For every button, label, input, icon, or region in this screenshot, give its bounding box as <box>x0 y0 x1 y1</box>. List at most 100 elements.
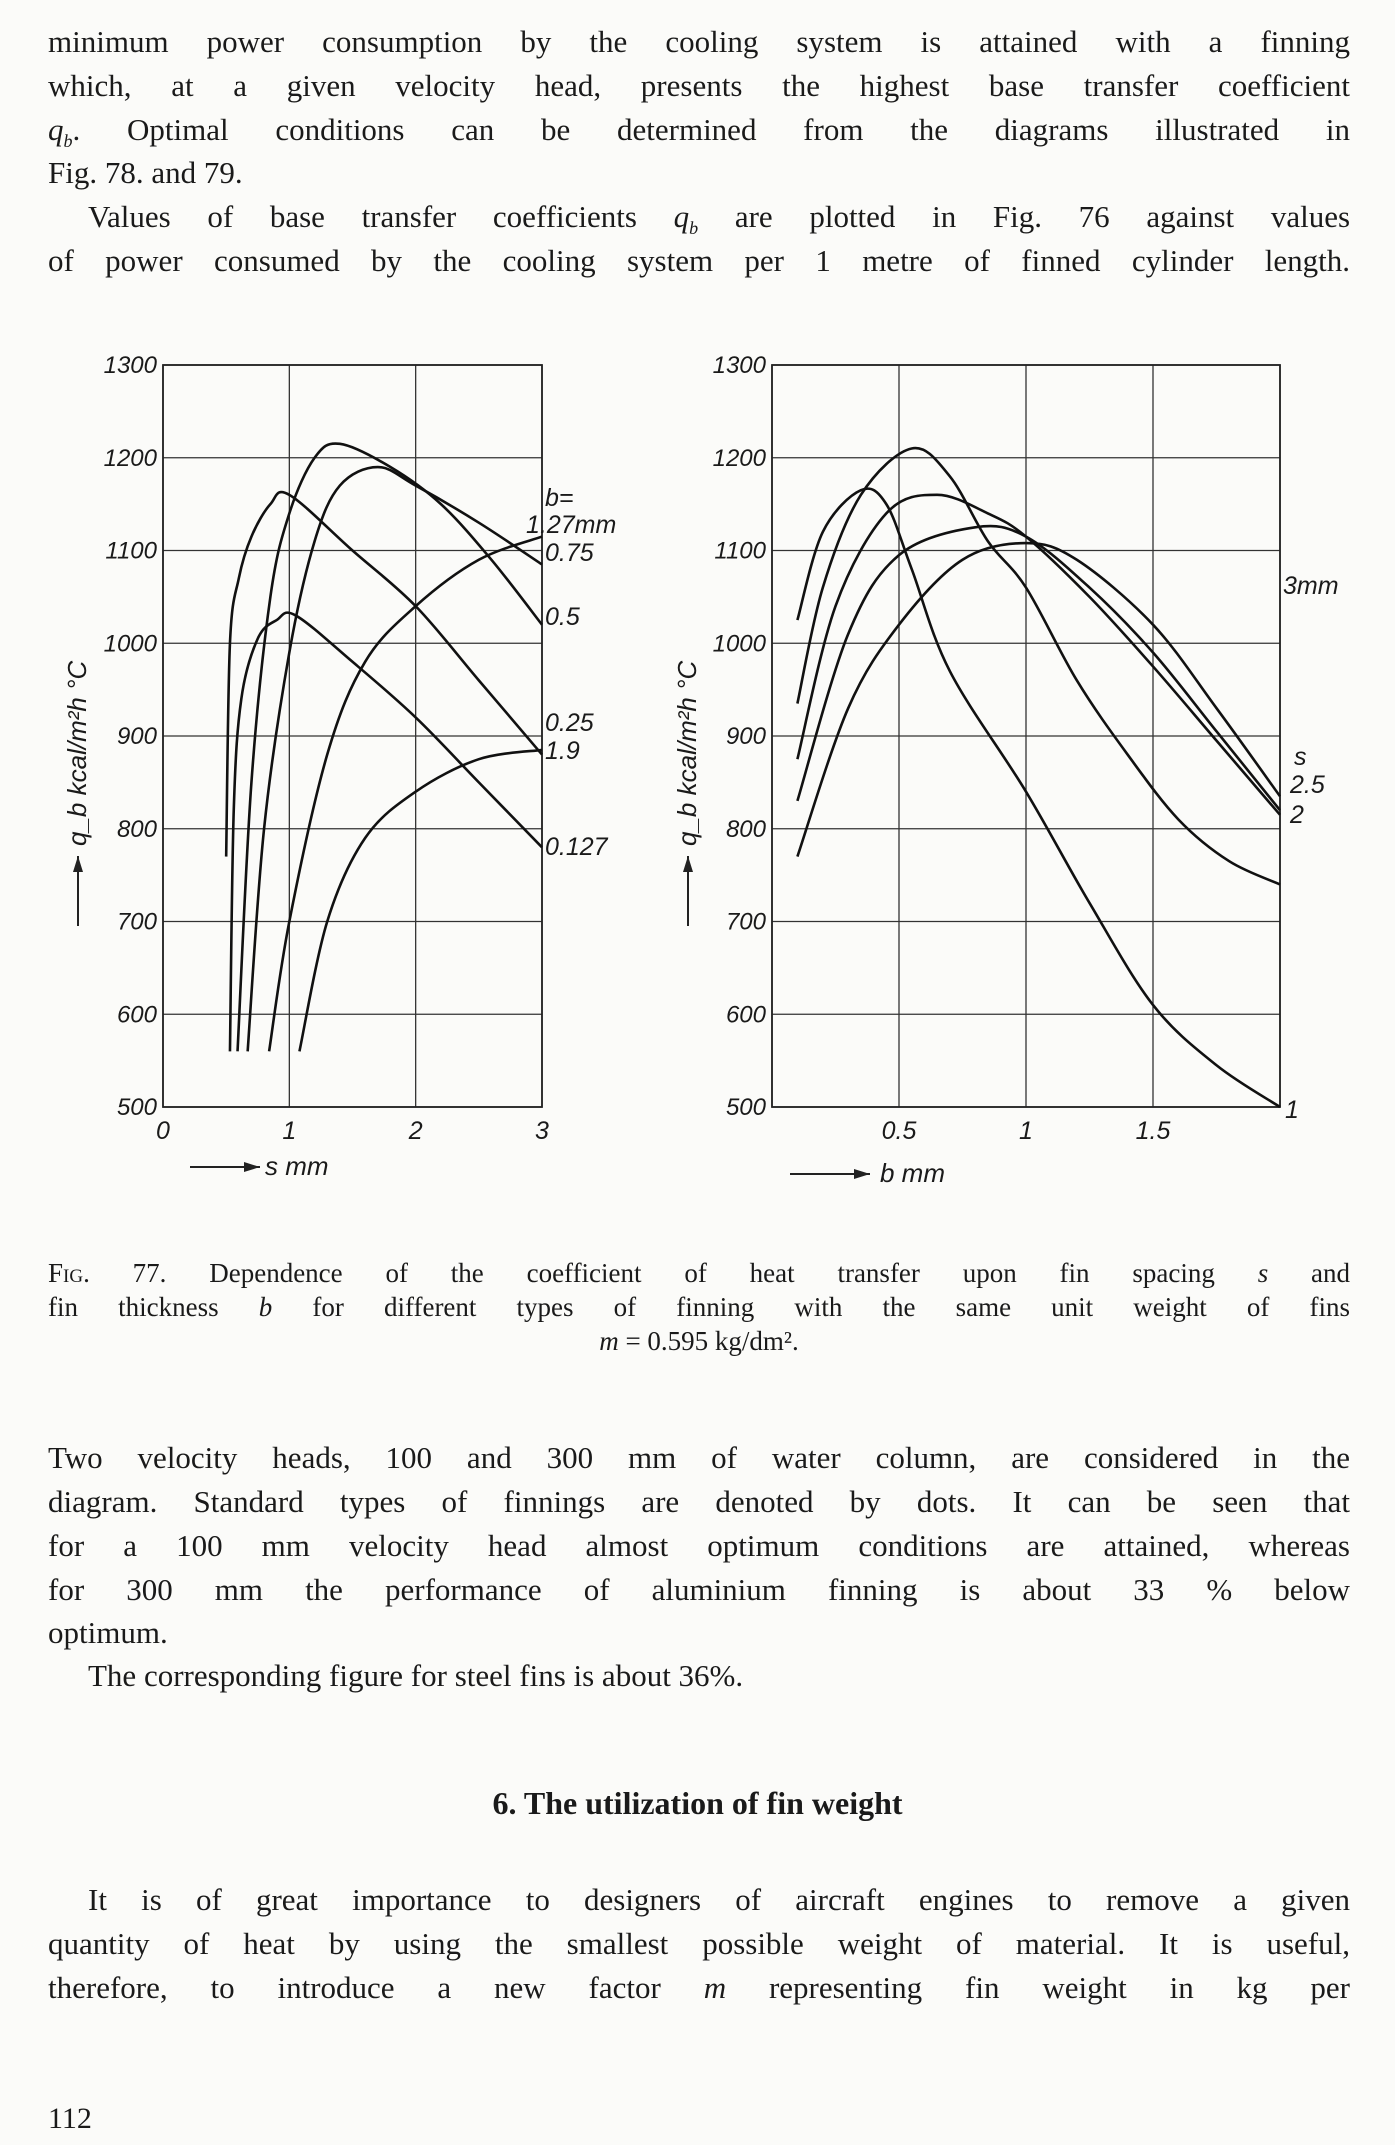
text-line: which, at a given velocity head, present… <box>48 68 1350 103</box>
q-symbol: q <box>48 112 64 147</box>
arrow-right-icon <box>854 1169 870 1179</box>
curve-label: 1 <box>1285 1096 1299 1124</box>
y-tick-label: 1200 <box>104 445 158 472</box>
x-tick-label: 0.5 <box>882 1117 917 1145</box>
curve-label: 1.27mm <box>526 511 616 539</box>
figure-caption-line: Fig. 77. Dependence of the coefficient o… <box>48 1256 1350 1290</box>
text-fragment: 77. Dependence of the coefficient of hea… <box>132 1258 1215 1288</box>
x-tick-label: 3 <box>535 1117 549 1145</box>
text-line: qb. Optimal conditions can be determined… <box>48 110 1350 161</box>
y-tick-label: 1300 <box>104 352 158 379</box>
plot-frame <box>162 364 543 1108</box>
text-line: quantity of heat by using the smallest p… <box>48 1926 1350 1961</box>
text-line: Two velocity heads, 100 and 300 mm of wa… <box>48 1440 1350 1475</box>
x-axis-label: b mm <box>880 1158 945 1188</box>
curve-label: b= <box>545 484 574 512</box>
figure-caption-line: fin thickness b for different types of f… <box>48 1290 1350 1324</box>
y-tick-label: 1000 <box>713 630 767 657</box>
y-tick-label: 1200 <box>713 445 767 472</box>
text-line: diagram. Standard types of finnings are … <box>48 1484 1350 1519</box>
arrow-up-icon <box>73 856 83 872</box>
x-tick-label: 1 <box>1019 1117 1033 1145</box>
y-axis-label: q_b kcal/m²h °C <box>672 661 702 846</box>
curve-label: 1.9 <box>545 737 580 765</box>
series-curve <box>796 487 1281 1109</box>
y-tick-label: 600 <box>726 1001 767 1028</box>
y-tick-label: 1000 <box>104 630 158 657</box>
text-fragment: representing fin weight in kg per <box>768 1970 1351 2005</box>
text-fragment: . Optimal conditions can be determined f… <box>72 112 1351 147</box>
text-line: for 300 mm the performance of aluminium … <box>48 1572 1350 1607</box>
text-line: for a 100 mm velocity head almost optimu… <box>48 1528 1350 1563</box>
text-fragment: for different types of finning with the … <box>312 1292 1351 1322</box>
series-curve <box>298 748 543 1052</box>
y-tick-label: 900 <box>726 723 767 750</box>
curve-label: 0.25 <box>545 709 594 737</box>
figure-caption-line: m = 0.595 kg/dm². <box>48 1324 1350 1358</box>
curve-label: 0.5 <box>545 603 580 631</box>
symbol-s: s <box>1257 1258 1269 1288</box>
curve-label: s <box>1294 743 1307 771</box>
x-tick-label: 2 <box>408 1117 423 1145</box>
arrow-right-icon <box>244 1162 260 1172</box>
x-axis-label: s mm <box>265 1151 329 1181</box>
text-fragment: are plotted in Fig. 76 against values <box>734 199 1351 234</box>
page-number: 112 <box>48 2102 92 2135</box>
text-fragment: fin thickness <box>48 1292 219 1322</box>
y-tick-label: 800 <box>726 816 767 843</box>
series-curve <box>236 442 544 1052</box>
y-tick-label: 800 <box>117 816 158 843</box>
x-tick-label: 0 <box>156 1117 170 1145</box>
x-tick-label: 1 <box>282 1117 296 1145</box>
y-axis-label-group: q_b kcal/m²h °C <box>62 661 92 926</box>
y-tick-label: 600 <box>117 1001 158 1028</box>
y-tick-label: 500 <box>726 1094 767 1121</box>
y-tick-label: 700 <box>726 909 767 936</box>
q-subscript: b <box>63 131 73 152</box>
symbol-m: m <box>703 1970 727 2005</box>
y-axis-label: q_b kcal/m²h °C <box>62 661 92 846</box>
text-fragment: = 0.595 kg/dm². <box>625 1326 799 1356</box>
text-line: of power consumed by the cooling system … <box>48 243 1350 278</box>
series-curve <box>796 524 1282 812</box>
curve-label: 2.5 <box>1289 771 1325 799</box>
series-curve <box>267 535 543 1052</box>
y-tick-label: 1300 <box>713 352 767 379</box>
y-tick-label: 900 <box>117 723 158 750</box>
text-line: The corresponding figure for steel fins … <box>88 1658 744 1693</box>
text-line: Fig. 78. and 79. <box>48 155 243 190</box>
y-tick-label: 1100 <box>105 538 157 565</box>
text-fragment: therefore, to introduce a new factor <box>48 1970 661 2005</box>
arrow-up-icon <box>683 856 693 872</box>
symbol-m: m <box>599 1326 619 1356</box>
text-line: It is of great importance to designers o… <box>88 1882 1350 1917</box>
plot-frame <box>771 364 1281 1108</box>
text-line: optimum. <box>48 1615 168 1650</box>
y-tick-label: 1100 <box>714 538 766 565</box>
series-curve <box>796 446 1281 886</box>
series-curve <box>228 611 543 1052</box>
text-line: minimum power consumption by the cooling… <box>48 24 1350 59</box>
y-axis-label-group: q_b kcal/m²h °C <box>672 661 702 926</box>
symbol-b: b <box>258 1292 273 1322</box>
q-symbol: q <box>673 199 690 234</box>
series-curve <box>796 541 1282 857</box>
y-tick-label: 700 <box>117 909 158 936</box>
y-tick-label: 500 <box>117 1094 158 1121</box>
curve-label: 2 <box>1289 801 1304 829</box>
text-fragment: Values of base transfer coefficients <box>88 199 637 234</box>
section-heading: 6. The utilization of fin weight <box>492 1785 903 1821</box>
text-fragment: and <box>1311 1258 1351 1288</box>
series-curve <box>246 465 543 1052</box>
text-line: therefore, to introduce a new factor m r… <box>48 1968 1350 2008</box>
curve-label: 0.127 <box>545 833 609 861</box>
series-curve <box>796 493 1281 816</box>
text-line: Values of base transfer coefficients qb … <box>48 197 1350 248</box>
x-tick-label: 1.5 <box>1136 1117 1171 1145</box>
fig-label: Fig. <box>48 1258 90 1288</box>
q-subscript: b <box>689 218 699 239</box>
curve-label: 3mm <box>1283 572 1339 600</box>
series-curve <box>224 490 543 857</box>
